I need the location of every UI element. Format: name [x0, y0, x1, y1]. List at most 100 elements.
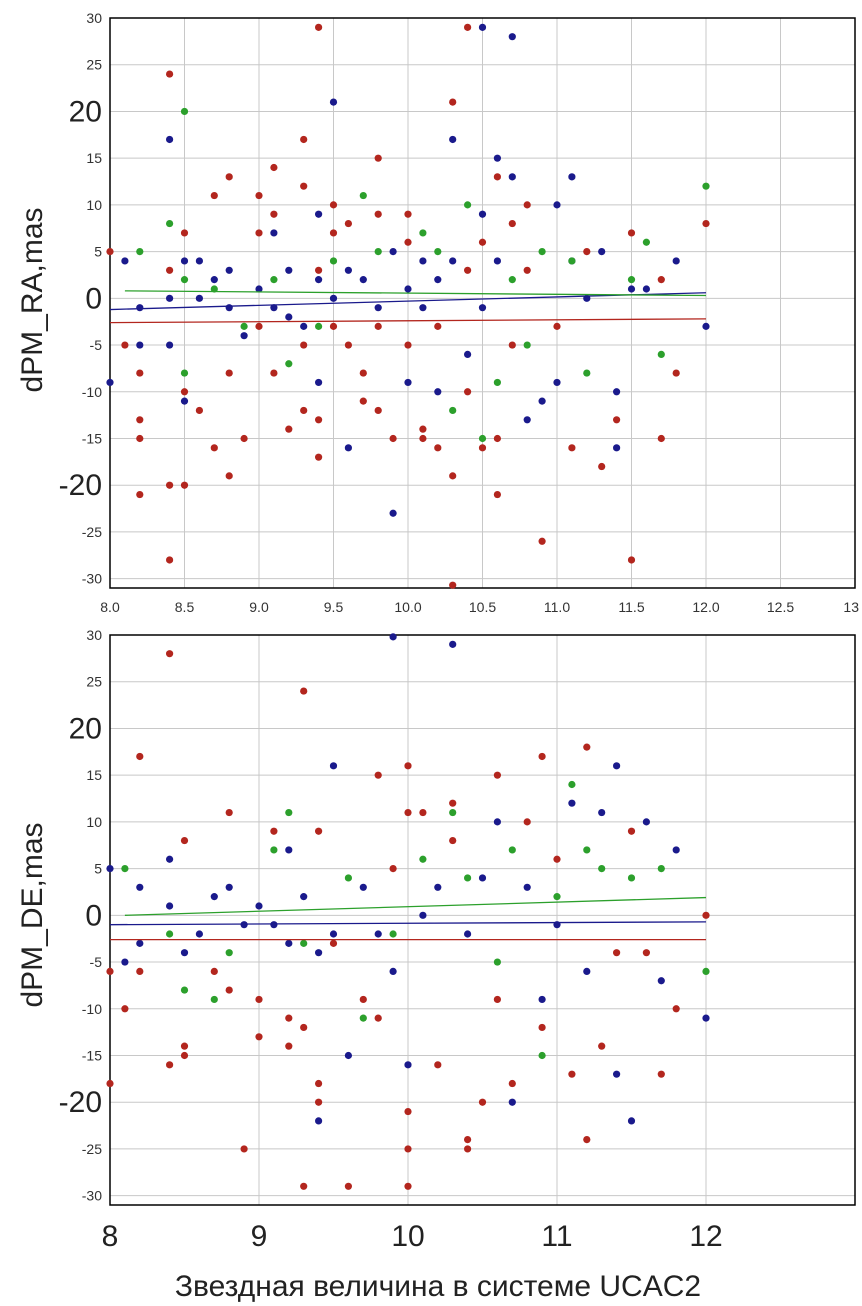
data-point — [508, 846, 516, 854]
data-point — [255, 1033, 263, 1041]
data-point — [136, 341, 144, 349]
data-point — [374, 304, 382, 312]
data-point — [166, 294, 174, 302]
data-point — [568, 257, 576, 265]
data-point — [642, 818, 651, 826]
data-point — [166, 1061, 174, 1069]
data-point — [285, 313, 293, 321]
data-point — [508, 33, 516, 41]
data-point — [464, 1145, 472, 1153]
data-point — [270, 827, 278, 835]
data-point — [657, 350, 665, 358]
data-point — [344, 874, 352, 882]
x-tick-label: 8 — [102, 1220, 119, 1253]
data-point — [180, 388, 189, 396]
y-tick-label: 25 — [86, 57, 102, 73]
data-point — [180, 276, 189, 284]
data-point — [180, 369, 189, 377]
data-point — [374, 930, 382, 938]
data-point — [285, 360, 293, 368]
y-tick-label: 15 — [86, 767, 102, 783]
data-point — [315, 266, 323, 274]
y-tick-label: 20 — [69, 712, 102, 745]
data-point — [672, 369, 680, 377]
data-point — [195, 294, 203, 302]
data-point — [627, 276, 636, 284]
data-point — [329, 257, 338, 265]
data-point — [374, 322, 382, 330]
data-point — [389, 248, 397, 256]
data-point — [210, 995, 218, 1004]
data-point — [523, 883, 531, 891]
data-point — [344, 1051, 352, 1060]
data-point — [121, 1005, 129, 1013]
data-point — [300, 406, 308, 415]
data-point — [419, 855, 427, 863]
data-point — [404, 238, 412, 246]
data-point — [329, 762, 338, 770]
data-point — [702, 219, 710, 228]
data-point — [478, 434, 487, 443]
panel-de: 30 25 20 15 10 5 0 -5 -10 -15 -20 -25 -308 9 10 11 12 dPM… — [16, 627, 856, 1253]
data-point — [285, 939, 293, 947]
data-point — [329, 930, 338, 938]
data-point — [568, 1070, 576, 1078]
data-point — [374, 210, 382, 218]
data-point — [404, 1145, 412, 1153]
plot-frame — [109, 634, 856, 1206]
data-point — [419, 911, 427, 919]
y-axis-label: dPM_RA,mas — [16, 207, 49, 392]
data-point — [255, 322, 263, 330]
data-point — [270, 276, 278, 284]
data-point — [702, 322, 710, 330]
data-point — [449, 808, 457, 817]
data-point — [642, 949, 651, 957]
data-point — [404, 762, 412, 770]
data-point — [613, 388, 621, 396]
data-point — [121, 865, 129, 873]
x-tick-label: 9.5 — [324, 599, 344, 615]
data-point — [449, 98, 457, 106]
data-point — [344, 341, 352, 349]
data-point — [389, 509, 397, 517]
data-point — [672, 846, 680, 854]
y-tick-label: 30 — [86, 627, 102, 643]
data-point — [315, 378, 323, 387]
data-point — [553, 855, 561, 863]
data-point — [434, 1061, 442, 1069]
data-point — [598, 865, 606, 873]
data-point — [613, 444, 621, 452]
data-point — [389, 865, 397, 873]
data-point — [538, 1023, 546, 1032]
data-point — [642, 238, 651, 246]
x-tick-label: 13 — [843, 599, 859, 615]
data-point — [180, 397, 189, 405]
data-point — [255, 995, 263, 1004]
data-point — [359, 276, 367, 284]
data-point — [180, 836, 189, 845]
y-tick-label: 5 — [94, 861, 102, 877]
data-point — [493, 434, 501, 443]
data-point — [240, 434, 248, 443]
data-point — [702, 911, 710, 919]
data-point — [493, 490, 501, 499]
data-point — [240, 332, 248, 340]
data-point — [315, 276, 323, 284]
data-point — [478, 210, 487, 218]
data-point — [613, 1070, 621, 1078]
data-point — [434, 388, 442, 396]
data-point — [195, 257, 203, 265]
data-point — [121, 257, 129, 265]
data-point — [389, 633, 397, 641]
y-tick-label: 0 — [85, 899, 102, 932]
y-tick-label: 0 — [85, 282, 102, 315]
y-tick-label: -25 — [82, 524, 102, 540]
data-point — [583, 1135, 591, 1144]
data-point — [180, 107, 189, 116]
trend-line — [124, 896, 707, 916]
data-point — [315, 1098, 323, 1106]
data-point — [449, 135, 457, 144]
y-tick-label: -5 — [90, 337, 103, 353]
data-point — [553, 893, 561, 901]
data-point — [434, 444, 442, 452]
